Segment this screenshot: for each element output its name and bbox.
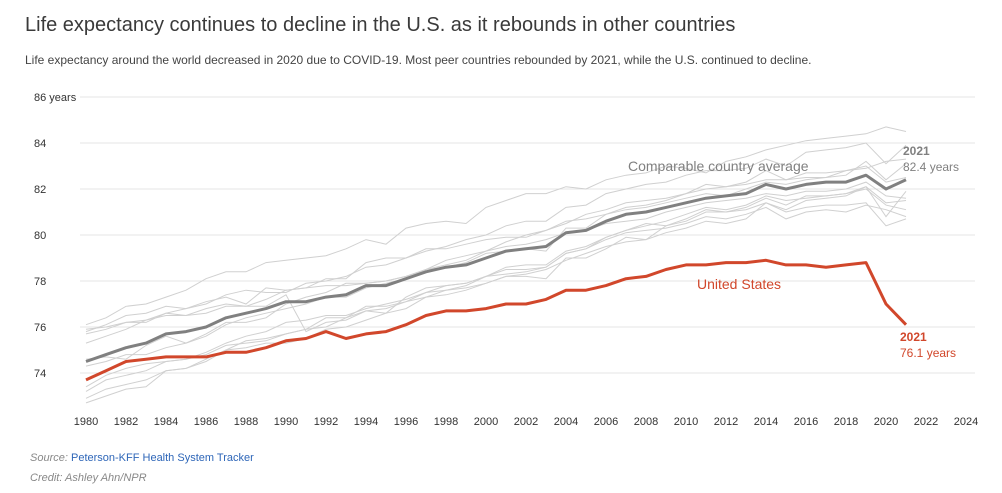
- x-tick-label: 1994: [354, 416, 378, 428]
- x-tick-label: 2022: [914, 416, 938, 428]
- y-tick-label: 78: [34, 276, 46, 288]
- us-line: [85, 258, 908, 382]
- x-tick-label: 2004: [554, 416, 578, 428]
- x-tick-label: 2012: [714, 416, 738, 428]
- peer-country-line: [85, 158, 907, 360]
- x-tick-label: 2014: [754, 416, 778, 428]
- x-tick-label: 2008: [634, 416, 658, 428]
- x-tick-label: 2002: [514, 416, 538, 428]
- credit-line: Credit: Ashley Ahn/NPR: [30, 472, 147, 484]
- x-tick-label: 1986: [194, 416, 218, 428]
- x-tick-label: 2006: [594, 416, 618, 428]
- peer-country-line: [85, 181, 907, 344]
- peer-country-line: [85, 186, 907, 333]
- chart-subtitle: Life expectancy around the world decreas…: [25, 53, 812, 67]
- peer-country-line: [85, 202, 907, 392]
- source-link[interactable]: Peterson-KFF Health System Tracker: [70, 452, 254, 464]
- x-tick-label: 1982: [114, 416, 138, 428]
- y-tick-label: 76: [34, 322, 46, 334]
- us-end-value: 76.1 years: [900, 346, 956, 360]
- source-label: Source:: [30, 452, 68, 464]
- x-tick-label: 2020: [874, 416, 898, 428]
- y-tick-label: 80: [34, 230, 46, 242]
- x-tick-label: 2016: [794, 416, 818, 428]
- x-tick-label: 1990: [274, 416, 298, 428]
- peer-country-line: [85, 142, 907, 335]
- x-tick-label: 2010: [674, 416, 698, 428]
- x-tick-label: 2018: [834, 416, 858, 428]
- average-line: [85, 173, 907, 363]
- peer-country-line: [85, 126, 907, 326]
- us-series-label: United States: [697, 276, 781, 292]
- y-tick-label: 82: [34, 184, 46, 196]
- x-tick-label: 2024: [954, 416, 978, 428]
- source-line: Source: Peterson-KFF Health System Track…: [30, 452, 254, 464]
- peer-country-line: [85, 186, 907, 388]
- y-tick-label: 86 years: [34, 92, 77, 104]
- y-tick-label: 84: [34, 138, 46, 150]
- x-tick-label: 1992: [314, 416, 338, 428]
- x-tick-label: 1996: [394, 416, 418, 428]
- x-tick-label: 1998: [434, 416, 458, 428]
- y-tick-label: 74: [34, 368, 46, 380]
- x-tick-label: 1988: [234, 416, 258, 428]
- average-series-label: Comparable country average: [628, 158, 809, 174]
- average-end-value: 82.4 years: [903, 160, 959, 174]
- x-tick-label: 1980: [74, 416, 98, 428]
- peer-country-line: [85, 160, 907, 333]
- average-end-year: 2021: [903, 144, 930, 158]
- x-tick-label: 2000: [474, 416, 498, 428]
- x-tick-label: 1984: [154, 416, 178, 428]
- peer-country-line: [85, 188, 907, 404]
- peer-country-line: [85, 165, 907, 367]
- peer-country-line: [85, 204, 907, 399]
- chart-title: Life expectancy continues to decline in …: [25, 14, 736, 36]
- us-end-year: 2021: [900, 330, 927, 344]
